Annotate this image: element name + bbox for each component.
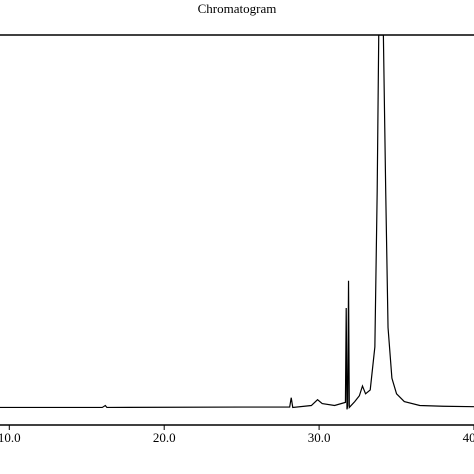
x-tick-label: 10.0 <box>0 430 21 445</box>
chart-title: Chromatogram <box>198 1 277 16</box>
x-tick-label: 40.0 <box>463 430 474 445</box>
x-tick-label: 30.0 <box>308 430 331 445</box>
x-tick-label: 20.0 <box>153 430 176 445</box>
trace <box>0 35 474 410</box>
